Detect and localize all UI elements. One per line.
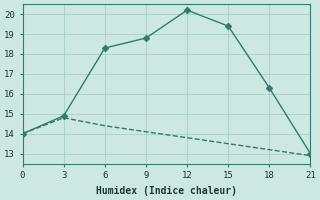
- X-axis label: Humidex (Indice chaleur): Humidex (Indice chaleur): [96, 186, 237, 196]
